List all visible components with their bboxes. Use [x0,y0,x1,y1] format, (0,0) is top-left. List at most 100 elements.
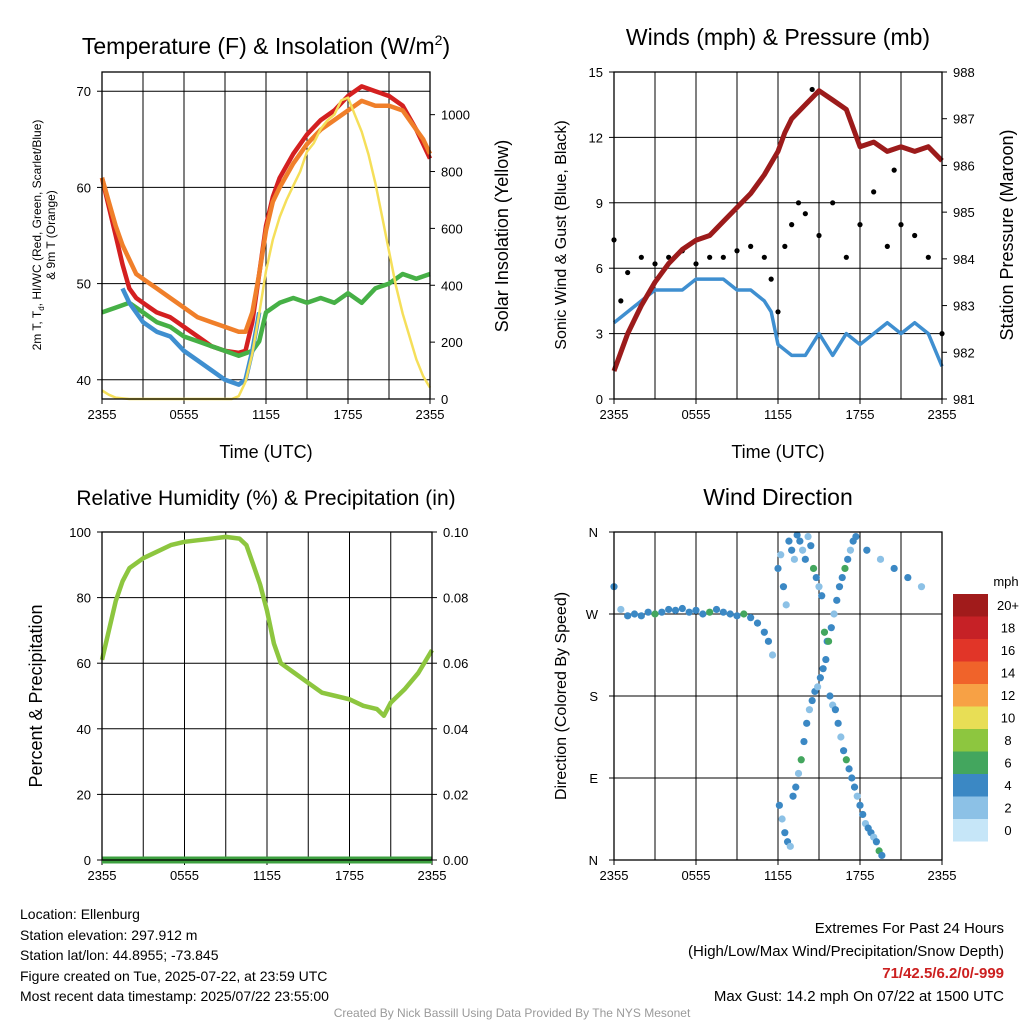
precipitation-y2tick-label: 0.08 [443,591,468,606]
direction-ytick-label: N [589,853,598,868]
winds-right-axis-label: Station Pressure (Maroon) [997,129,1017,340]
wind-direction-point [807,542,815,550]
colorbar-label: 6 [1004,756,1011,771]
wind-direction-point [917,583,926,591]
wind-direction-point [800,737,808,746]
humidity-ytick-label: 60 [77,656,91,671]
colorbar-swatch [953,594,988,617]
temperature-panel-title: Temperature (F) & Insolation (W/m2) [82,32,450,59]
colorbar-swatch [953,774,988,797]
winds-xtick-label: 1755 [846,407,875,422]
insolation-y2tick-label: 600 [441,221,463,236]
precipitation-y2tick-label: 0.10 [443,525,468,540]
wind-gust-black-point [782,243,788,249]
wind-direction-point [706,608,714,616]
wind-direction-point [848,774,856,782]
created-line: Figure created on Tue, 2025-07-22, at 23… [20,967,328,984]
wind-gust-black-point [816,232,822,239]
wind-direction-point [837,733,845,741]
wind-direction-panel-title: Wind Direction [703,484,853,510]
temp-2m-red-line [99,84,433,356]
direction-xtick-label: 2355 [600,868,629,883]
wind-direction-point [801,555,809,563]
colorbar-label: 12 [1001,688,1015,703]
temperature-xtick-label: 2355 [416,407,445,422]
wind-direction-point [794,769,803,778]
extremes-info: Extremes For Past 24 Hours (High/Low/Max… [688,918,1004,1008]
wind-direction-point [833,596,841,604]
pressure-y2tick-label: 985 [953,205,975,220]
wind-gust-black-point [720,254,726,260]
wind-direction-point [782,601,790,609]
wind-gust-black-point [809,86,815,93]
colorbar-swatch [953,661,988,684]
pressure-y2tick-label: 984 [953,252,975,267]
wind-direction-point [841,564,849,573]
colorbar-swatch [953,684,988,707]
pressure-y2tick-label: 987 [953,112,975,127]
direction-xtick-label: 0555 [682,868,711,883]
wind-direction-point [797,756,805,764]
temperature-left-axis-label-line1: 2m T, Td, HI/WC (Red, Green, Scarlet/Blu… [30,120,46,351]
wind-gust-black-point [707,254,713,260]
winds-xtick-label: 2355 [928,407,957,422]
wind-gust-black-point [789,222,795,228]
wind-direction-point [692,606,700,614]
wind-direction-point [753,619,762,627]
insolation-y2tick-label: 200 [441,335,463,350]
colorbar-swatch [953,796,988,819]
colorbar-swatch [953,706,988,729]
extremes-subtitle: (High/Low/Max Wind/Precipitation/Snow De… [688,942,1004,960]
station-info: Location: Ellenburg Station elevation: 2… [20,904,329,1007]
wind-gust-black-point [761,254,767,260]
wind-gust-black-point [884,243,890,249]
wind-direction-point [799,546,807,554]
wind-direction-point [775,801,783,809]
wind-gust-black-point [843,254,849,260]
wind-gust-black-point [625,269,631,276]
direction-ytick-label: S [589,689,598,704]
wind-direction-point [808,696,816,705]
humidity-xtick-label: 0555 [170,868,199,883]
pressure-y2tick-label: 988 [953,65,975,80]
recent-data-line: Most recent data timestamp: 2025/07/22 2… [20,988,329,1004]
winds-xtick-label: 2355 [600,407,629,422]
wind-direction-point [863,546,871,554]
wind-direction-point [760,628,768,636]
wind-direction-point [719,608,727,616]
wind-direction-point [778,815,786,823]
wind-direction-point [792,783,800,791]
wind-direction-point [853,792,861,800]
temperature-ytick-label: 70 [77,84,91,99]
wind-direction-point [842,756,850,764]
colorbar-swatch [953,639,988,662]
precipitation-y2tick-label: 0.04 [443,722,468,737]
direction-ytick-label: W [586,607,599,622]
latlon-line: Station lat/lon: 44.8955; -73.845 [20,947,219,963]
colorbar-title: mph [993,574,1018,589]
precipitation-y2tick-label: 0.00 [443,853,468,868]
direction-xtick-label: 1155 [764,868,792,883]
wind-direction-point [712,605,721,614]
wind-gust-black-point [652,261,658,267]
colorbar-label: 18 [1001,621,1015,636]
winds-ytick-label: 3 [596,327,603,342]
wind-gust-black-point [795,200,802,206]
winds-ytick-label: 15 [589,65,603,80]
wind-direction-point [789,792,797,800]
direction-plot-border [613,531,943,861]
wind-direction-point [818,592,826,600]
pressure-y2tick-label: 983 [953,299,975,314]
wind-gust-black-point [618,298,624,304]
sonic-wind-blue-line [612,277,944,367]
pressure-y2tick-label: 986 [953,158,975,173]
wind-direction-point [831,706,840,714]
humidity-left-axis-label: Percent & Precipitation [26,604,46,787]
colorbar-label: 20+ [997,598,1019,613]
humidity-xtick-label: 1755 [335,868,364,883]
colorbar-label: 16 [1001,643,1015,658]
wind-gust-black-point [666,254,672,260]
wind-direction-point [796,537,804,545]
temperature-right-axis-label: Solar Insolation (Yellow) [492,140,512,332]
wind-direction-point [830,610,838,618]
